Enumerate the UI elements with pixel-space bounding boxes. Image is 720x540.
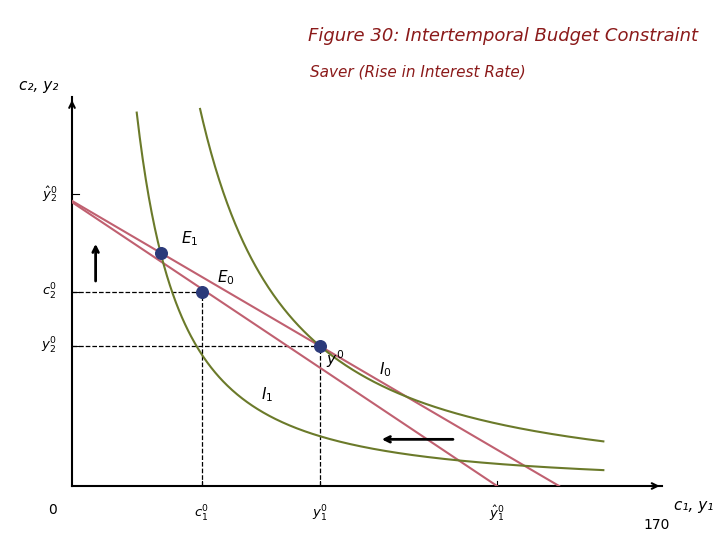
Text: $y^0$: $y^0$	[326, 349, 344, 370]
Text: c₁, y₁: c₁, y₁	[674, 498, 714, 512]
Text: $c_1^0$: $c_1^0$	[194, 503, 210, 524]
Point	[196, 287, 207, 296]
Text: 170: 170	[643, 518, 670, 532]
Text: Saver (Rise in Interest Rate): Saver (Rise in Interest Rate)	[310, 65, 526, 80]
Text: $\hat{y}_2^0$: $\hat{y}_2^0$	[42, 185, 58, 204]
Text: $y_1^0$: $y_1^0$	[312, 503, 328, 524]
Text: $c_2^0$: $c_2^0$	[42, 281, 58, 302]
Text: $E_1$: $E_1$	[181, 229, 199, 248]
Point	[314, 342, 325, 350]
Text: $I_1$: $I_1$	[261, 386, 273, 404]
Point	[155, 248, 166, 257]
Text: $I_0$: $I_0$	[379, 360, 392, 379]
Text: 0: 0	[48, 503, 58, 517]
Text: c₂, y₂: c₂, y₂	[19, 78, 58, 93]
Text: $\hat{y}_1^0$: $\hat{y}_1^0$	[490, 503, 505, 523]
Text: $E_0$: $E_0$	[217, 268, 235, 287]
Text: $y_2^0$: $y_2^0$	[41, 336, 58, 356]
Text: Figure 30: Intertemporal Budget Constraint: Figure 30: Intertemporal Budget Constrai…	[308, 27, 698, 45]
